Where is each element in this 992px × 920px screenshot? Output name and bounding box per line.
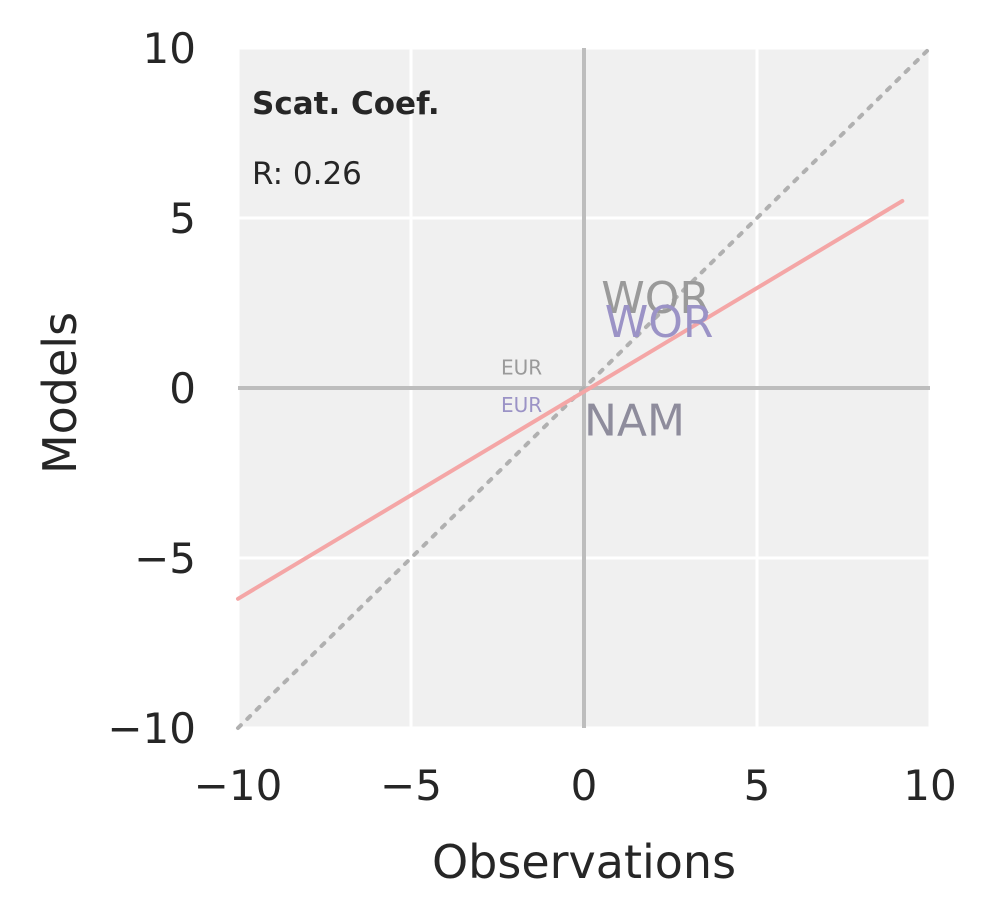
point-label-nam: NAM (584, 396, 685, 447)
point-label-wor: WOR (605, 297, 714, 348)
point-label-eur: EUR (501, 393, 542, 417)
x-axis-label: Observations (432, 835, 736, 889)
regression-line (236, 199, 905, 601)
x-tick-label: 5 (744, 761, 771, 810)
y-tick-label: 10 (143, 24, 196, 73)
x-tick-label: −10 (194, 761, 283, 810)
y-tick-label: −10 (107, 704, 196, 753)
x-tick-label: 10 (903, 761, 956, 810)
point-label-wor: WOR (601, 273, 710, 324)
y-tick-label: 0 (169, 364, 196, 413)
identity-line (236, 46, 932, 730)
x-tick-label: −5 (380, 761, 442, 810)
y-tick-label: 5 (169, 194, 196, 243)
y-axis-label: Models (33, 312, 87, 474)
annotation-title: Scat. Coef. (252, 86, 440, 122)
annotation-r-value: R: 0.26 (252, 156, 362, 192)
x-tick-labels: −10 −5 0 5 10 (194, 761, 957, 810)
y-tick-labels: −10 −5 0 5 10 (107, 24, 196, 753)
y-tick-label: −5 (134, 534, 196, 583)
fit-lines (236, 46, 932, 730)
point-label-eur: EUR (501, 355, 542, 379)
x-tick-label: 0 (571, 761, 598, 810)
